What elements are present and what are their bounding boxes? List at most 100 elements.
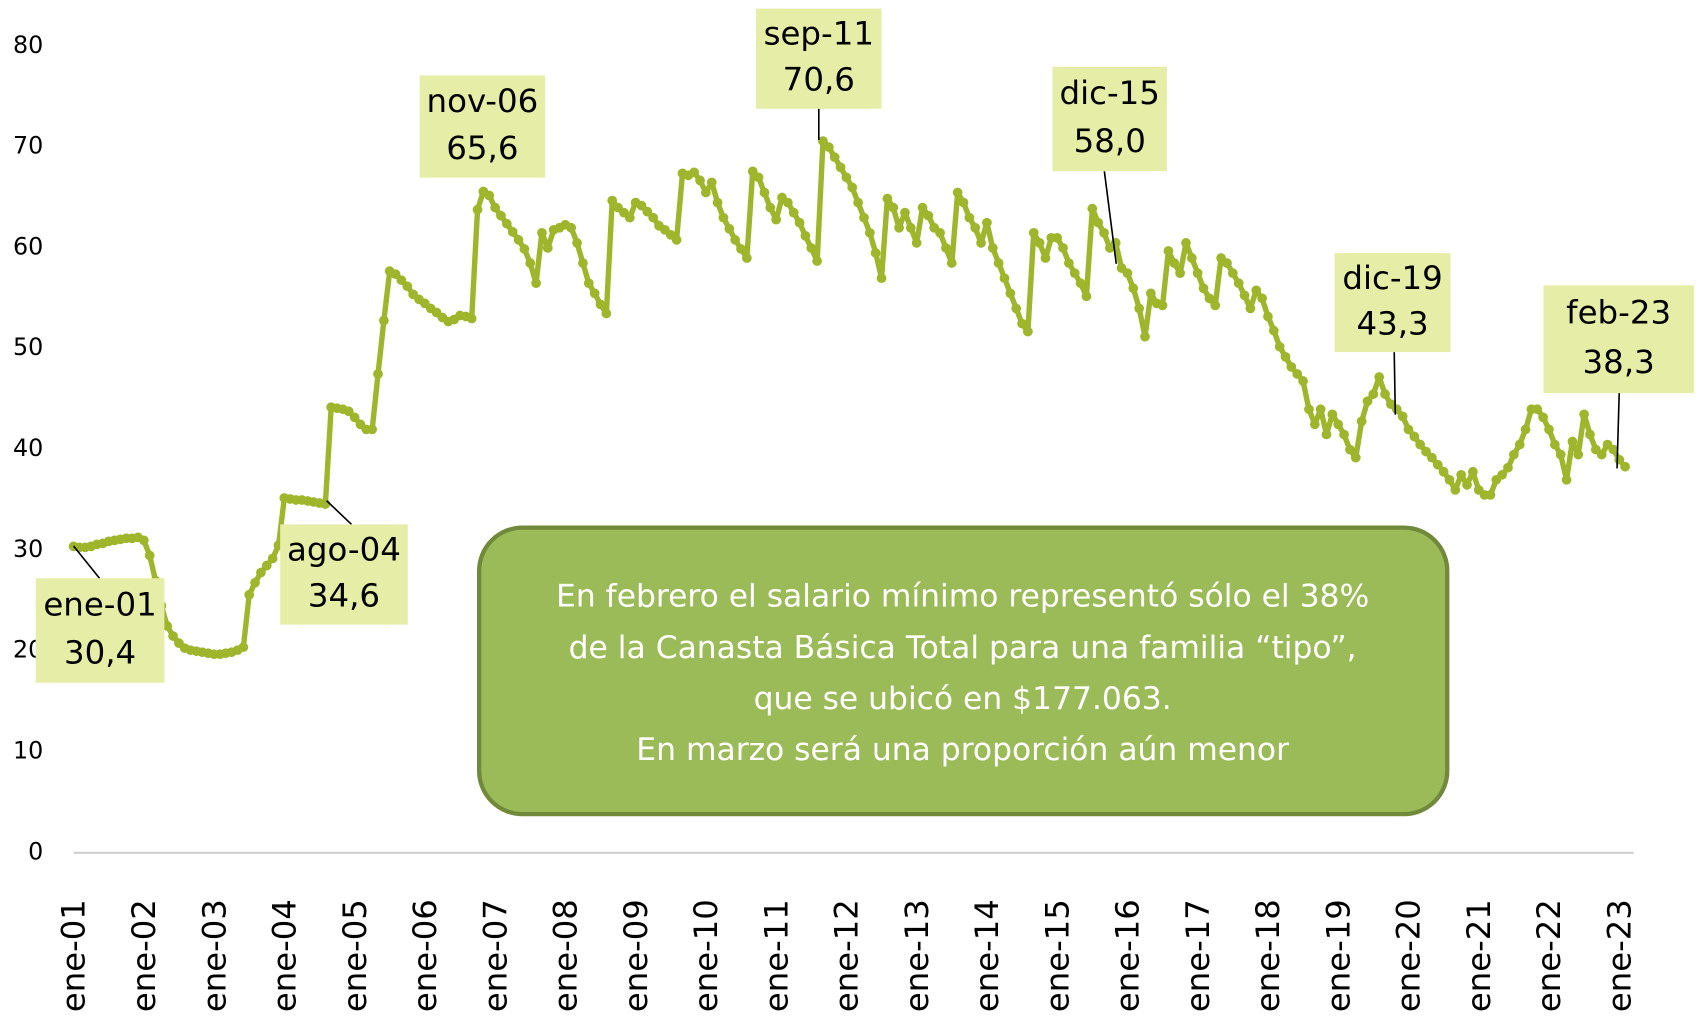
data-point bbox=[1145, 288, 1156, 299]
data-point bbox=[701, 187, 711, 198]
data-point bbox=[1450, 485, 1461, 495]
callout-value: 58,0 bbox=[1074, 122, 1146, 160]
data-point bbox=[1081, 291, 1092, 302]
data-point bbox=[144, 550, 155, 561]
data-point bbox=[537, 227, 547, 238]
data-point bbox=[671, 235, 682, 245]
data-point bbox=[900, 207, 910, 218]
x-tick-label: ene-10 bbox=[687, 899, 725, 1012]
data-point bbox=[794, 217, 805, 228]
data-point bbox=[472, 204, 483, 215]
data-point bbox=[1596, 449, 1607, 460]
data-point bbox=[1345, 444, 1355, 455]
data-point bbox=[917, 202, 928, 213]
data-point bbox=[712, 197, 723, 208]
data-point bbox=[1052, 233, 1063, 243]
data-point bbox=[747, 166, 758, 177]
data-point bbox=[1508, 449, 1519, 460]
callout-value: 43,3 bbox=[1356, 304, 1428, 342]
y-tick-label: 10 bbox=[13, 737, 43, 765]
data-point bbox=[648, 212, 659, 223]
data-point bbox=[1567, 436, 1578, 447]
data-point bbox=[636, 200, 647, 211]
data-point bbox=[1403, 424, 1414, 435]
data-point bbox=[864, 227, 875, 238]
x-tick-label: ene-18 bbox=[1249, 899, 1287, 1012]
data-point bbox=[718, 212, 729, 223]
data-point bbox=[724, 223, 735, 234]
data-point bbox=[1186, 253, 1197, 263]
note-text: que se ubicó en $177.063. bbox=[754, 681, 1172, 717]
data-point bbox=[1462, 480, 1472, 490]
data-point bbox=[589, 288, 600, 299]
data-point bbox=[373, 369, 383, 379]
data-point bbox=[1421, 446, 1431, 457]
data-point bbox=[378, 315, 389, 326]
data-point bbox=[888, 202, 899, 213]
data-point bbox=[882, 193, 893, 204]
data-point bbox=[730, 235, 741, 245]
data-point bbox=[859, 212, 869, 223]
data-point bbox=[1444, 474, 1455, 485]
callout-value: 65,6 bbox=[446, 129, 518, 167]
data-point bbox=[1064, 258, 1074, 268]
data-point bbox=[1263, 311, 1273, 322]
data-point bbox=[1520, 424, 1531, 435]
data-point bbox=[1409, 431, 1420, 442]
data-point bbox=[982, 217, 992, 228]
data-point bbox=[1549, 439, 1560, 450]
y-tick-label: 30 bbox=[13, 535, 43, 563]
data-point bbox=[1157, 300, 1168, 311]
data-point bbox=[566, 222, 577, 233]
data-point bbox=[812, 256, 822, 266]
data-point bbox=[1544, 424, 1554, 435]
data-point bbox=[771, 214, 782, 225]
data-point bbox=[601, 308, 612, 319]
note-text: En febrero el salario mínimo representó … bbox=[556, 579, 1369, 615]
data-point bbox=[736, 244, 746, 254]
data-point bbox=[1181, 238, 1191, 248]
data-point bbox=[1204, 293, 1215, 304]
data-point bbox=[835, 162, 846, 173]
callout-box bbox=[1052, 66, 1168, 172]
data-point bbox=[894, 222, 904, 233]
data-point bbox=[923, 210, 934, 221]
data-point bbox=[256, 567, 266, 578]
data-point bbox=[349, 412, 360, 423]
data-point bbox=[818, 136, 828, 146]
x-tick-label: ene-21 bbox=[1460, 899, 1498, 1012]
x-tick-label: ene-02 bbox=[125, 899, 163, 1012]
data-point bbox=[519, 244, 530, 254]
data-point bbox=[1233, 278, 1244, 289]
data-point bbox=[946, 258, 957, 268]
data-point bbox=[1239, 290, 1250, 301]
x-tick-label: ene-14 bbox=[968, 899, 1006, 1012]
data-point bbox=[572, 238, 582, 248]
data-point bbox=[531, 278, 541, 289]
note-text: En marzo será una proporción aún menor bbox=[636, 732, 1289, 768]
data-point bbox=[490, 202, 500, 213]
data-point bbox=[1298, 376, 1308, 386]
data-point bbox=[689, 167, 700, 178]
callout-box bbox=[1543, 285, 1694, 394]
data-point bbox=[238, 642, 249, 653]
data-point bbox=[993, 258, 1004, 268]
x-tick-label: ene-06 bbox=[406, 899, 444, 1012]
callout-box bbox=[280, 524, 408, 625]
x-tick-label: ene-13 bbox=[898, 899, 936, 1012]
data-point bbox=[250, 577, 260, 588]
x-tick-label: ene-03 bbox=[195, 899, 233, 1012]
callout-box bbox=[756, 8, 882, 109]
data-point bbox=[390, 269, 401, 280]
data-point bbox=[343, 406, 354, 417]
data-point bbox=[1268, 325, 1279, 336]
data-point bbox=[829, 152, 840, 163]
data-point bbox=[1140, 331, 1150, 342]
data-point bbox=[941, 243, 951, 253]
data-point bbox=[367, 424, 378, 435]
data-point bbox=[1286, 362, 1297, 372]
data-point bbox=[1280, 351, 1291, 362]
data-point bbox=[1573, 449, 1584, 460]
data-point bbox=[1087, 203, 1098, 214]
